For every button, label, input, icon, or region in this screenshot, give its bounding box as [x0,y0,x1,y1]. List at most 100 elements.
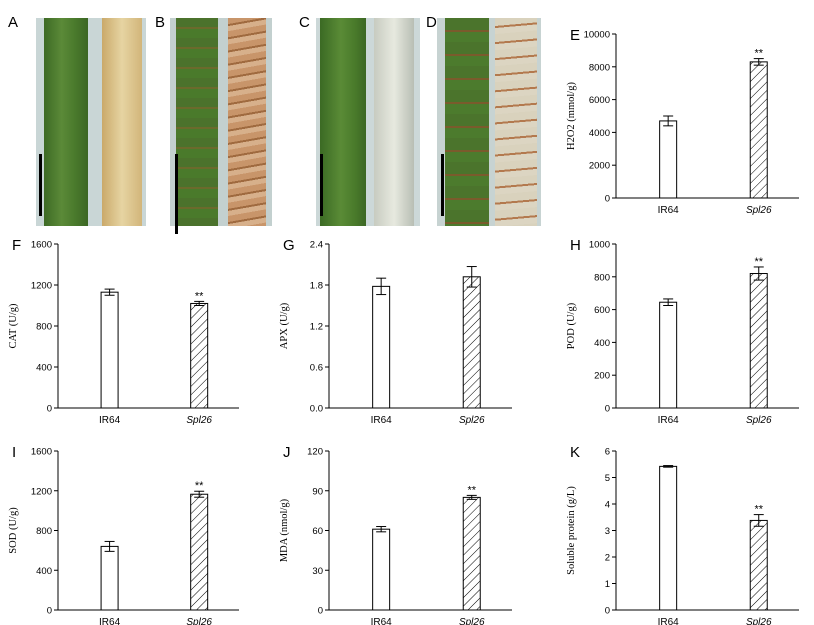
y-tick-label: 1600 [31,447,52,458]
y-tick-label: 1000 [589,240,610,251]
photo-c [316,18,420,226]
y-tick-label: 4 [605,500,610,511]
panel-letter-g: G [283,237,295,254]
bar-spl26 [749,519,768,611]
photo-d [437,18,541,226]
y-tick-label: 5 [605,473,610,484]
y-tick-label: 0 [47,606,52,617]
y-tick-label: 1.8 [310,281,323,292]
scale-bar [441,154,444,216]
panel-letter-i: I [12,444,16,461]
y-tick-label: 0 [47,404,52,415]
y-tick-label: 200 [594,371,610,382]
x-tick-label: IR64 [99,617,121,625]
panel-letter-j: J [283,444,291,461]
leaf-mutant-stained [228,18,266,226]
panel-letter-a: A [8,14,19,31]
panel-letter-h: H [570,237,581,254]
panel-letter-d: D [426,14,437,31]
panel-letter-f: F [12,237,21,254]
bar-ir64 [659,465,678,611]
y-tick-label: 2 [605,553,610,564]
y-tick-label: 2000 [589,161,610,172]
y-axis-label: Soluble protein (g/L) [566,486,577,575]
significance-label: ** [754,504,763,516]
significance-label: ** [195,480,204,492]
leaf-mutant-stained [495,18,537,226]
x-tick-label: Spl26 [459,617,485,625]
x-tick-label: Spl26 [186,415,212,426]
photo-a [36,18,146,226]
y-tick-label: 0.6 [310,363,323,374]
significance-label: ** [754,256,763,268]
y-tick-label: 0.0 [310,404,323,415]
x-tick-label: Spl26 [746,617,772,625]
y-axis-label: SOD (U/g) [8,507,19,554]
y-tick-label: 60 [312,526,323,537]
y-axis-label: MDA (nmol/g) [279,498,290,562]
panel-letter-c: C [299,14,310,31]
x-tick-label: IR64 [658,205,680,216]
y-tick-label: 6 [605,447,610,458]
y-axis-label: POD (U/g) [566,302,577,349]
y-tick-label: 400 [594,338,610,349]
scale-bar [39,154,42,216]
x-tick-label: IR64 [658,617,680,625]
y-tick-label: 1.2 [310,322,323,333]
leaf-wildtype-stained [102,18,142,226]
panel-letter-e: E [570,27,580,44]
leaf-wildtype-green [44,18,88,226]
leaf-mutant-green [176,18,218,226]
significance-label: ** [195,290,204,302]
y-tick-label: 0 [318,606,323,617]
y-tick-label: 1600 [31,240,52,251]
significance-label: ** [467,484,476,496]
y-tick-label: 0 [605,194,610,205]
x-tick-label: Spl26 [186,617,212,625]
y-tick-label: 2.4 [310,240,323,251]
x-tick-label: IR64 [658,415,680,426]
x-tick-label: Spl26 [459,415,485,426]
y-tick-label: 400 [36,363,52,374]
y-tick-label: 0 [605,606,610,617]
x-tick-label: Spl26 [746,415,772,426]
y-tick-label: 600 [594,305,610,316]
panel-letter-k: K [570,444,580,461]
y-axis-label: H2O2 (mmol/g) [566,82,577,150]
y-tick-label: 800 [594,272,610,283]
scale-bar [320,154,323,216]
x-tick-label: IR64 [371,415,393,426]
y-tick-label: 800 [36,322,52,333]
y-tick-label: 1200 [31,486,52,497]
y-axis-label: APX (U/g) [279,302,290,349]
leaf-wildtype-green [320,18,366,226]
y-tick-label: 1200 [31,281,52,292]
leaf-wildtype-stained [374,18,414,226]
y-tick-label: 30 [312,566,323,577]
x-tick-label: IR64 [371,617,393,625]
y-tick-label: 4000 [589,128,610,139]
y-tick-label: 0 [605,404,610,415]
significance-label: ** [754,48,763,60]
y-tick-label: 120 [307,447,323,458]
scale-bar [175,154,178,234]
leaf-mutant-green [445,18,489,226]
x-tick-label: Spl26 [746,205,772,216]
y-tick-label: 90 [312,486,323,497]
y-tick-label: 10000 [584,30,610,41]
x-tick-label: IR64 [99,415,121,426]
y-tick-label: 800 [36,526,52,537]
y-tick-label: 6000 [589,95,610,106]
y-tick-label: 400 [36,566,52,577]
y-tick-label: 8000 [589,62,610,73]
y-tick-label: 3 [605,526,610,537]
y-tick-label: 1 [605,579,610,590]
panel-letter-b: B [155,14,166,31]
